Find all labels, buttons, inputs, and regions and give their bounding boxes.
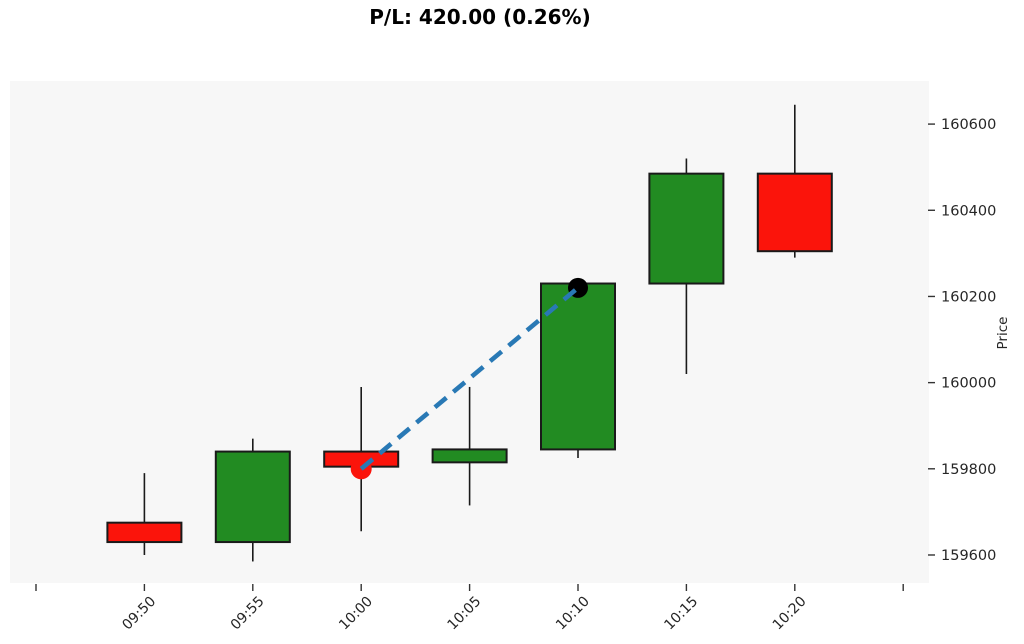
plot-area [10, 81, 929, 583]
x-axis-tick-label: 10:15 [661, 594, 701, 634]
y-axis-tick-label: 160600 [941, 117, 996, 133]
y-axis-tick-label: 160200 [941, 289, 996, 305]
x-axis-tick-label: 10:05 [445, 594, 485, 634]
x-axis-tick-label: 10:20 [770, 594, 810, 634]
x-axis-tick-label: 10:00 [336, 594, 376, 634]
x-axis-tick-label: 09:55 [228, 594, 268, 634]
candle-body-09:55 [214, 450, 291, 544]
candle-body-10:20 [756, 172, 833, 253]
y-axis-title: Price [995, 317, 1011, 350]
y-axis-tick-label: 159800 [941, 462, 996, 478]
candle-body-09:50 [106, 521, 183, 544]
candle-body-10:15 [648, 172, 725, 285]
chart-title: P/L: 420.00 (0.26%) [369, 5, 591, 29]
y-axis-tick-label: 160400 [941, 203, 996, 219]
y-axis-tick-label: 160000 [941, 376, 996, 392]
x-axis-tick-label: 10:10 [553, 594, 593, 634]
y-axis-tick-label: 159600 [941, 548, 996, 564]
candle-body-10:05 [431, 448, 508, 464]
x-axis-tick-label: 09:50 [119, 594, 159, 634]
